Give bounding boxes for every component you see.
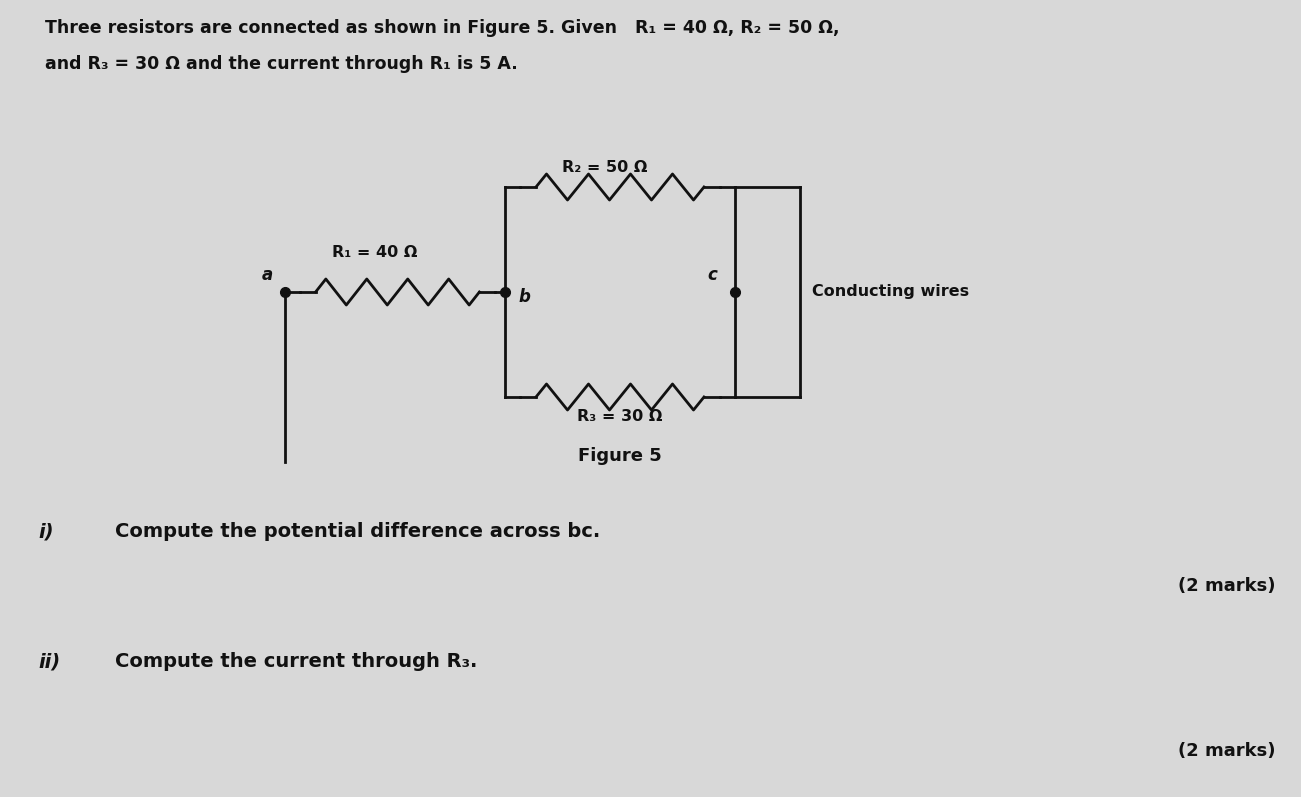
Text: c: c xyxy=(708,266,717,284)
Text: and R₃ = 30 Ω and the current through R₁ is 5 A.: and R₃ = 30 Ω and the current through R₁… xyxy=(46,55,518,73)
Text: a: a xyxy=(262,266,273,284)
Text: (2 marks): (2 marks) xyxy=(1177,742,1275,760)
Text: b: b xyxy=(518,288,530,306)
Text: R₃ = 30 Ω: R₃ = 30 Ω xyxy=(578,409,662,424)
Text: R₂ = 50 Ω: R₂ = 50 Ω xyxy=(562,160,648,175)
Text: Three resistors are connected as shown in Figure 5. Given   R₁ = 40 Ω, R₂ = 50 Ω: Three resistors are connected as shown i… xyxy=(46,19,839,37)
Text: Compute the potential difference across bc.: Compute the potential difference across … xyxy=(114,522,600,541)
Text: R₁ = 40 Ω: R₁ = 40 Ω xyxy=(332,245,418,260)
Text: Conducting wires: Conducting wires xyxy=(812,285,969,300)
Text: (2 marks): (2 marks) xyxy=(1177,577,1275,595)
Text: Compute the current through R₃.: Compute the current through R₃. xyxy=(114,652,477,671)
Text: i): i) xyxy=(38,522,53,541)
Text: ii): ii) xyxy=(38,652,60,671)
Text: Figure 5: Figure 5 xyxy=(578,447,662,465)
